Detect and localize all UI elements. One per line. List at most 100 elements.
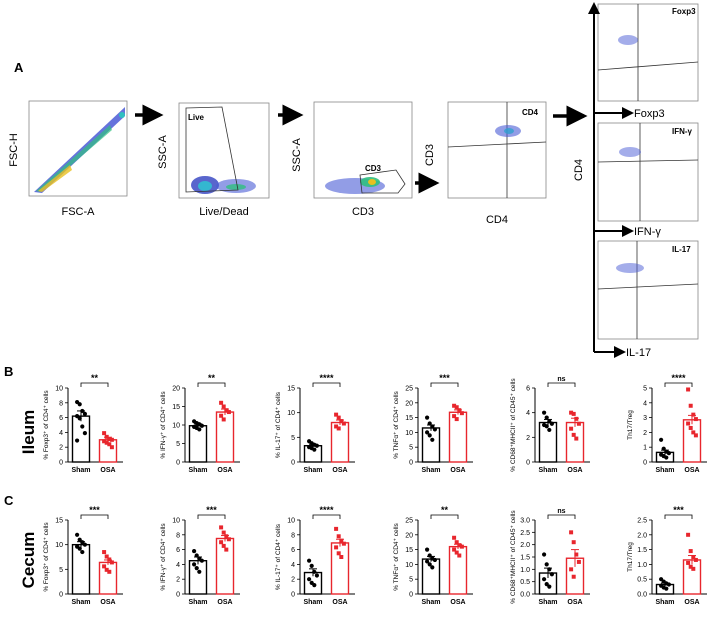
bar-osa xyxy=(98,561,118,595)
data-point xyxy=(427,553,432,558)
significance-label: ** xyxy=(441,505,449,515)
axis-xlabel: CD3 xyxy=(352,206,374,218)
density-cloud xyxy=(618,35,638,45)
data-point xyxy=(659,437,664,442)
data-point xyxy=(547,584,552,589)
density-cloud xyxy=(619,147,641,157)
data-point xyxy=(430,437,435,442)
axis-ylabel: CD3 xyxy=(424,144,436,166)
data-point xyxy=(109,437,114,442)
data-point xyxy=(314,573,319,578)
bar-chart-b5: 0 2 4 6 % CD68⁺MHCII⁺ of CD45⁺ cells Sham OSA n… xyxy=(510,376,590,474)
gate-live xyxy=(185,106,239,193)
data-point xyxy=(219,525,224,530)
data-point xyxy=(339,419,344,424)
data-point xyxy=(197,427,202,432)
y-tick-label: 20 xyxy=(172,386,180,393)
bar-sham xyxy=(71,415,91,463)
data-point xyxy=(107,442,112,447)
density-cloud xyxy=(34,107,125,193)
data-point xyxy=(576,559,581,564)
data-point xyxy=(80,424,85,429)
significance-bracket xyxy=(197,514,226,519)
y-tick-label: 10 xyxy=(287,410,295,417)
flow-plot-fsc: FSC-H FSC-A xyxy=(8,100,128,218)
data-point xyxy=(571,540,576,545)
gate-label-il17: IL-17 xyxy=(672,245,691,254)
data-point xyxy=(77,546,82,551)
data-point xyxy=(341,421,346,426)
y-tick-label: 3 xyxy=(643,415,647,422)
bar-osa xyxy=(565,421,585,463)
data-point xyxy=(664,586,669,591)
plot-frame xyxy=(178,102,270,199)
y-tick-label: 5 xyxy=(59,567,63,574)
category-label: OSA xyxy=(100,599,115,606)
y-tick-label: 6 xyxy=(291,547,295,554)
data-point xyxy=(688,403,693,408)
significance-bracket xyxy=(430,514,459,519)
data-point xyxy=(686,532,691,537)
y-tick-label: 2.0 xyxy=(637,532,647,539)
y-axis-label: % Foxp3⁺ of CD4⁺ cells xyxy=(43,390,50,460)
y-tick-label: 4 xyxy=(59,430,63,437)
data-point xyxy=(80,408,85,414)
y-tick-label: 6 xyxy=(526,386,530,393)
data-point xyxy=(307,558,312,563)
category-label: OSA xyxy=(450,467,465,474)
bar-osa xyxy=(330,542,350,595)
data-point xyxy=(666,451,672,456)
data-point xyxy=(224,547,229,552)
data-point xyxy=(336,551,341,556)
data-point xyxy=(75,532,80,537)
bar-sham xyxy=(188,425,208,463)
axis-xlabel: FSC-A xyxy=(62,206,96,218)
data-point xyxy=(226,410,231,415)
axis-xlabel-ifng: IFN-γ xyxy=(634,226,661,238)
category-label: Sham xyxy=(655,467,674,474)
significance-bracket xyxy=(80,382,109,387)
y-tick-label: 1.0 xyxy=(520,567,530,574)
row-label-ileum: Ileum xyxy=(19,410,38,454)
data-point xyxy=(219,400,224,405)
y-tick-label: 15 xyxy=(287,386,295,393)
y-tick-label: 0.5 xyxy=(520,579,530,586)
significance-label: *** xyxy=(206,505,217,515)
category-label: Sham xyxy=(303,599,322,606)
y-tick-label: 2 xyxy=(59,445,63,452)
y-tick-label: 25 xyxy=(405,518,413,525)
y-tick-label: 2.5 xyxy=(637,518,647,525)
data-point xyxy=(452,403,457,408)
data-point xyxy=(688,564,693,569)
y-tick-label: 15 xyxy=(405,547,413,554)
significance-label: **** xyxy=(671,373,686,383)
data-point xyxy=(336,534,341,539)
category-label: Sham xyxy=(188,599,207,606)
data-point xyxy=(334,424,339,429)
y-tick-label: 0 xyxy=(176,592,180,599)
category-label: Sham xyxy=(71,599,90,606)
data-point xyxy=(199,558,204,563)
y-tick-label: 1.5 xyxy=(637,547,647,554)
y-tick-label: 6 xyxy=(59,415,63,422)
data-point xyxy=(427,421,432,426)
category-label: Sham xyxy=(421,599,440,606)
y-tick-label: 4 xyxy=(291,562,295,569)
data-point xyxy=(102,550,107,555)
flow-plot-ifng: IFN-γ xyxy=(597,122,699,222)
data-point xyxy=(542,577,547,582)
data-point xyxy=(334,526,339,531)
plot-frame xyxy=(597,3,699,102)
category-label: OSA xyxy=(332,599,347,606)
y-axis-label: % IFN-γ⁺ of CD4⁺ cells xyxy=(160,523,167,591)
data-point xyxy=(192,562,197,567)
y-tick-label: 4 xyxy=(643,400,647,407)
quadrant-line xyxy=(447,141,547,148)
flow-plot-il17: IL-17 xyxy=(597,240,699,340)
data-point xyxy=(334,545,339,550)
y-tick-label: 0.0 xyxy=(637,592,647,599)
row-label-cecum: Cecum xyxy=(19,532,38,589)
gate-label-ifng: IFN-γ xyxy=(672,127,693,136)
